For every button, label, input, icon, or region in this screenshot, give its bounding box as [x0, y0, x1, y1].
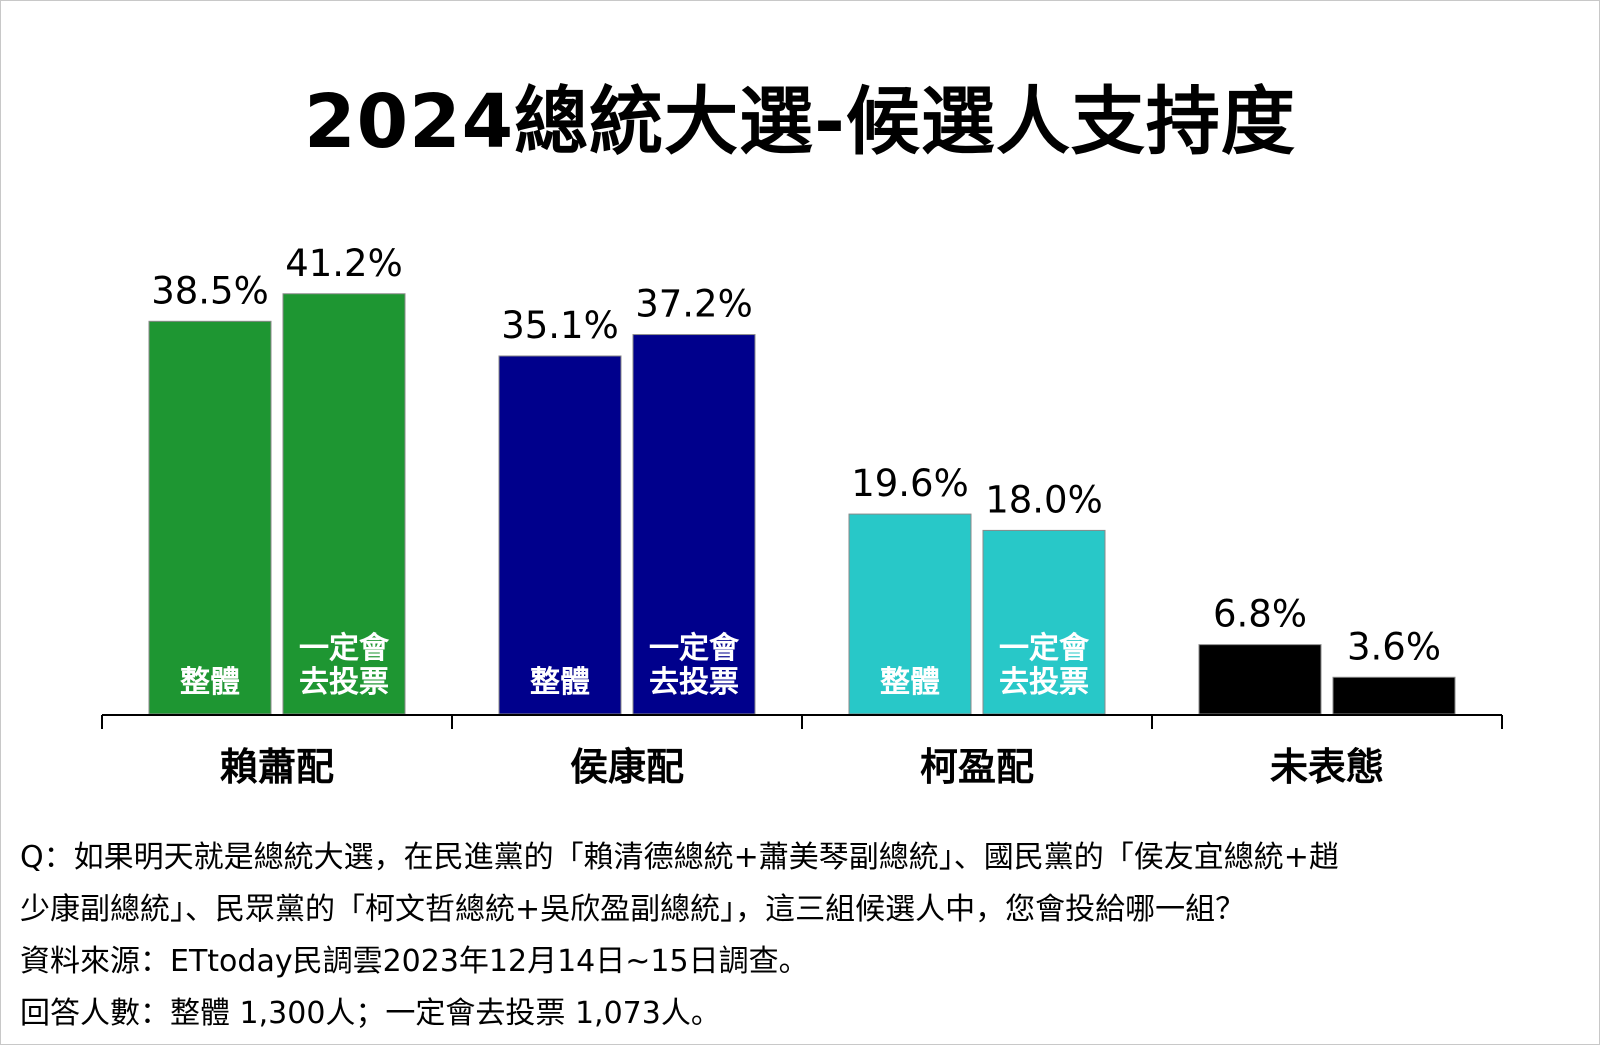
bar-3-1: [1332, 676, 1456, 715]
bar-2-1: [982, 529, 1106, 715]
bar-inner-label-0-1-0: 一定會: [299, 631, 390, 666]
bar-1-0: [498, 355, 622, 715]
value-label-2-1: 18.0%: [985, 478, 1103, 521]
category-label-0: 賴蕭配: [220, 745, 334, 789]
value-label-1-1: 37.2%: [635, 283, 753, 326]
chart-title: 2024總統大選-候選人支持度: [304, 79, 1296, 165]
value-label-0-1: 41.2%: [285, 242, 403, 285]
bar-0-1: [282, 293, 406, 715]
bar-inner-label-1-1-0: 一定會: [649, 631, 740, 666]
bar-inner-label-2-0-0: 整體: [880, 665, 940, 700]
bar-inner-label-1-0-0: 整體: [530, 665, 590, 700]
category-label-3: 未表態: [1270, 745, 1384, 789]
question-line-1: Q：如果明天就是總統大選，在民進黨的「賴清德總統+蕭美琴副總統」、國民黨的「侯友…: [20, 840, 1339, 875]
category-label-1: 侯康配: [570, 745, 684, 789]
respondents-line: 回答人數：整體 1,300人；一定會去投票 1,073人。: [20, 996, 721, 1031]
bar-3-0: [1198, 644, 1322, 715]
bar-inner-label-0-1-1: 去投票: [299, 665, 389, 700]
source-line: 資料來源：ETtoday民調雲2023年12月14日~15日調查。: [20, 944, 809, 979]
value-label-1-0: 35.1%: [501, 304, 619, 347]
bar-chart: 38.5%整體41.2%一定會去投票賴蕭配35.1%整體37.2%一定會去投票侯…: [101, 242, 1503, 789]
bar-inner-label-1-1-1: 去投票: [649, 665, 739, 700]
value-label-0-0: 38.5%: [151, 269, 269, 312]
bar-0-0: [148, 320, 272, 715]
bar-inner-label-2-1-1: 去投票: [999, 665, 1089, 700]
value-label-2-0: 19.6%: [851, 462, 969, 505]
bar-1-1: [632, 334, 756, 715]
question-line-2: 少康副總統」、民眾黨的「柯文哲總統+吳欣盈副總統」，這三組候選人中，您會投給哪一…: [20, 892, 1246, 927]
bar-inner-label-2-1-0: 一定會: [999, 631, 1090, 666]
bar-inner-label-0-0-0: 整體: [180, 665, 240, 700]
bar-2-0: [848, 513, 972, 715]
category-label-2: 柯盈配: [920, 745, 1034, 789]
footnotes: Q：如果明天就是總統大選，在民進黨的「賴清德總統+蕭美琴副總統」、國民黨的「侯友…: [20, 832, 1590, 1040]
value-label-3-0: 6.8%: [1213, 593, 1307, 636]
value-label-3-1: 3.6%: [1347, 625, 1441, 668]
